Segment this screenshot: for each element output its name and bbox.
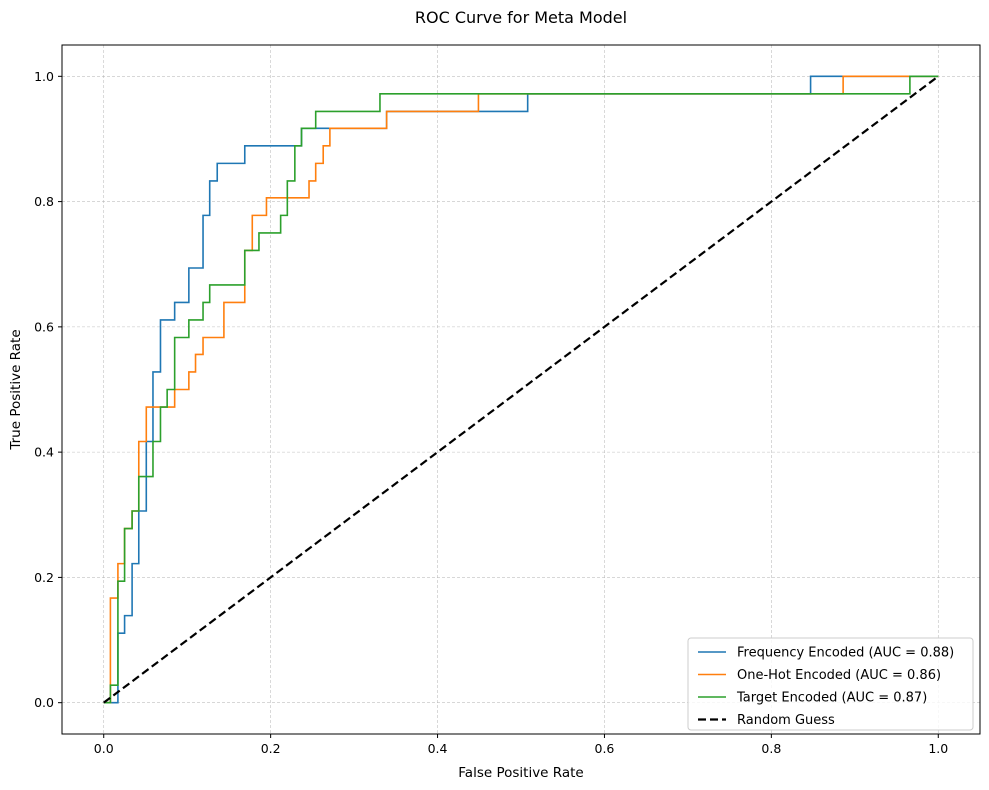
y-tick-label: 0.2 (34, 570, 54, 585)
y-tick-label: 1.0 (34, 69, 54, 84)
series-layer (103, 75, 939, 704)
gridlines (62, 45, 980, 734)
y-tick-label: 0.0 (34, 695, 54, 710)
series-line-3 (103, 75, 939, 704)
y-axis-ticks: 0.0 0.2 0.4 0.6 0.8 1.0 (34, 69, 62, 710)
legend-entry-2: Target Encoded (AUC = 0.87) (736, 691, 927, 706)
x-tick-label: 0.0 (94, 741, 114, 756)
x-tick-label: 0.8 (761, 741, 781, 756)
series-line-2 (103, 75, 939, 704)
legend-box (687, 637, 974, 731)
x-axis-label: False Positive Rate (458, 765, 583, 781)
x-tick-label: 0.4 (428, 741, 448, 756)
x-axis-ticks: 0.0 0.2 0.4 0.6 0.8 1.0 (94, 734, 948, 756)
y-tick-label: 0.8 (34, 194, 54, 209)
legend-entry-3: Random Guess (737, 713, 835, 728)
legend-entry-0: Frequency Encoded (AUC = 0.88) (737, 646, 954, 661)
y-tick-label: 0.4 (34, 445, 54, 460)
legend: Frequency Encoded (AUC = 0.88) One-Hot En… (687, 637, 974, 731)
x-tick-label: 1.0 (928, 741, 948, 756)
plot-area (103, 75, 939, 704)
x-tick-label: 0.6 (595, 741, 615, 756)
y-tick-label: 0.6 (34, 319, 54, 334)
axes-frame (61, 44, 981, 735)
y-axis-label: True Positive Rate (8, 329, 24, 450)
x-tick-label: 0.2 (261, 741, 281, 756)
chart-title: ROC Curve for Meta Model (415, 8, 627, 27)
legend-entry-1: One-Hot Encoded (AUC = 0.86) (737, 668, 941, 683)
